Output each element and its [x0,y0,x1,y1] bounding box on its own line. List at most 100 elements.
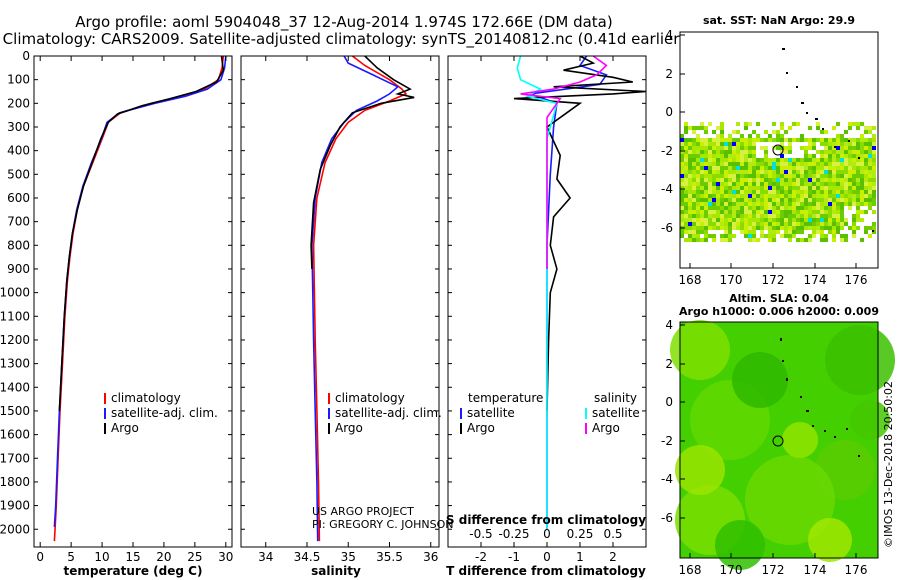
sst-cell [756,190,760,194]
sst-cell [844,198,848,202]
sst-cell [696,206,700,210]
sst-cell [744,202,748,206]
depth-tick-label: 1400 [0,380,30,394]
sst-cell [744,206,748,210]
sla-blob [732,352,788,408]
map-ytick-label: 4 [665,318,673,332]
sst-cell [836,178,840,182]
sst-cell [836,198,840,202]
sst-cell [744,230,748,234]
sst-cell [856,218,860,222]
temperature-panel-series-climatology [53,56,225,542]
sst-cell [800,158,804,162]
sst-cell [680,166,684,170]
imos-credit: ©IMOS 13-Dec-2018 20:50:02 [882,381,895,548]
sst-cell [856,190,860,194]
sst-cell [796,122,800,126]
sst-cell [812,226,816,230]
sst-cell [736,214,740,218]
sst-cell [832,174,836,178]
sst-cell [808,178,812,182]
sst-cell [864,194,868,198]
sst-cell [868,146,872,150]
sst-cell [724,170,728,174]
sst-cell [768,202,772,206]
sst-cell [752,130,756,134]
sst-cell [732,202,736,206]
sst-cell [860,238,864,242]
sst-cell [872,170,876,174]
sst-cell [816,178,820,182]
sst-cell [852,202,856,206]
sst-cell [792,122,796,126]
sst-cell [824,214,828,218]
temperature-panel: 0 5 10 15 20 25 30 0 100 200 300 400 500 600 700 800 90… [0,49,233,578]
sst-cell [724,158,728,162]
sst-cell [780,194,784,198]
sst-cell [696,142,700,146]
sst-cell [796,190,800,194]
sst-cell [856,146,860,150]
sst-cell [820,154,824,158]
sst-cell [836,134,840,138]
sst-cell [844,234,848,238]
map-ytick-label: -4 [661,182,673,196]
sst-cell [776,206,780,210]
sst-cell [740,178,744,182]
sst-cell [700,158,704,162]
sst-cell [828,166,832,170]
sst-cell [844,138,848,142]
sst-cell [756,122,760,126]
sst-cell [736,226,740,230]
sst-cell [680,206,684,210]
sst-cell [860,170,864,174]
depth-tick-label: 1300 [0,357,30,371]
sst-cell [704,198,708,202]
credit-pi: PI: GREGORY C. JOHNSON [312,518,453,531]
sst-cell [808,226,812,230]
sst-cell [864,190,868,194]
sst-cell [856,126,860,130]
sst-cell [716,194,720,198]
sst-cell [760,202,764,206]
sst-cell [856,122,860,126]
sst-cell [752,206,756,210]
sst-cell [728,146,732,150]
sst-cell [736,190,740,194]
sst-cell [780,150,784,154]
sst-cell [732,190,736,194]
sst-cell [832,222,836,226]
sst-cell [800,194,804,198]
sst-cell [832,182,836,186]
sst-cell [844,154,848,158]
depth-tick-label: 200 [7,96,30,110]
sla-map-title1: Altim. SLA: 0.04 [729,292,829,305]
sst-cell [840,182,844,186]
sst-cell [800,138,804,142]
sst-cell [864,230,868,234]
sst-cell [720,202,724,206]
sst-cell [696,146,700,150]
sst-cell [720,226,724,230]
sst-cell [820,174,824,178]
sst-cell [780,154,784,158]
sst-cell [828,218,832,222]
sst-cell [776,190,780,194]
sst-cell [824,150,828,154]
depth-tick-label: 400 [7,144,30,158]
sst-cell [684,190,688,194]
sst-cell [756,170,760,174]
sst-cell [712,234,716,238]
sst-cell [704,178,708,182]
sst-cell [720,134,724,138]
sst-cell [704,150,708,154]
sst-cell [728,190,732,194]
sst-cell [824,138,828,142]
sst-cell [724,230,728,234]
map-ytick-label: -2 [661,434,673,448]
sst-cell [748,238,752,242]
sst-cell [820,226,824,230]
sst-cell [816,190,820,194]
sst-cell [788,194,792,198]
sst-cell [768,162,772,166]
